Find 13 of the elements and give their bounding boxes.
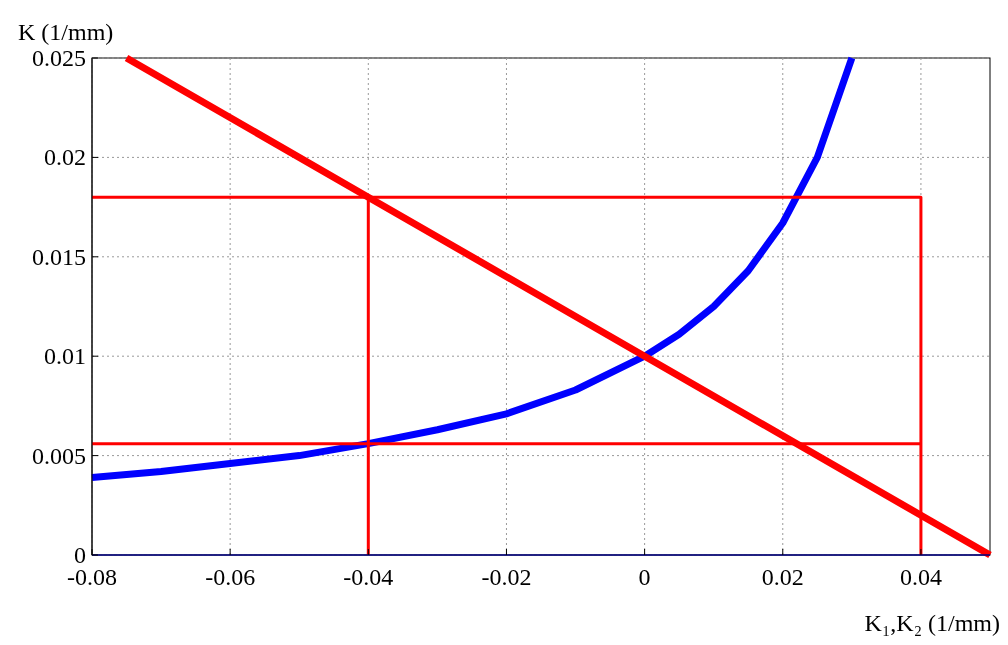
x-tick-label: 0.02 — [761, 564, 804, 590]
x-tick-label: -0.02 — [481, 564, 532, 590]
y-tick-label: 0.01 — [44, 343, 86, 370]
x-tick-label: -0.04 — [343, 564, 394, 590]
x-tick-label: -0.06 — [205, 564, 256, 590]
x-axis-title: K₁,K₂ (1/mm) — [864, 610, 1000, 636]
y-tick-label: 0.015 — [32, 243, 86, 270]
x-tick-label: 0.04 — [899, 564, 942, 590]
y-tick-label: 0.02 — [44, 144, 86, 171]
y-tick-label: 0.025 — [32, 45, 86, 71]
x-tick-label: 0 — [638, 564, 651, 590]
y-tick-label: 0.005 — [32, 442, 86, 469]
y-axis-title: K (1/mm) — [18, 19, 114, 45]
